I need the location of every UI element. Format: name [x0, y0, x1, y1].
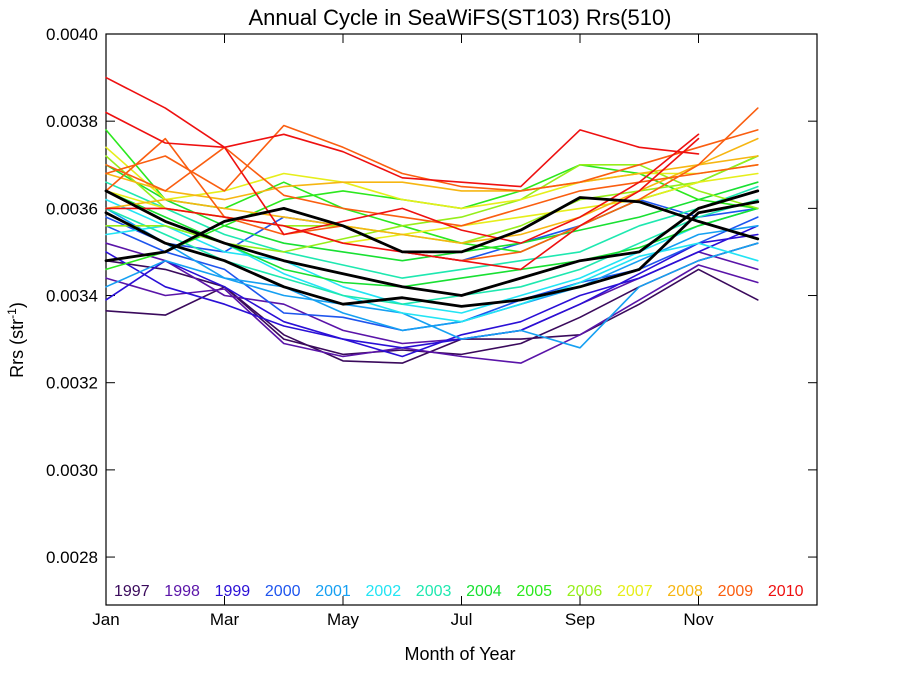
series-line — [105, 259, 759, 364]
y-tick-label: 0.0036 — [46, 199, 98, 218]
legend-entry: 2010 — [768, 583, 804, 600]
legend-entry: 2008 — [667, 583, 703, 600]
legend-entry: 2003 — [416, 583, 452, 600]
legend-entry: 1999 — [215, 583, 251, 600]
legend-entry: 1997 — [114, 583, 150, 600]
legend-entry: 2005 — [516, 583, 552, 600]
series-line — [105, 137, 759, 244]
x-tick-label: Sep — [565, 610, 595, 629]
series-line — [105, 225, 759, 358]
axis-ticks: 0.0028 0.0030 0.0032 0.0034 0.0036 0.0038 0.00… — [46, 25, 817, 629]
x-tick-label: Nov — [683, 610, 714, 629]
legend-entry: 2006 — [567, 583, 603, 600]
legend: 1997 1998 1999 2000 2001 2002 2003 2004 2005 2006… — [114, 583, 804, 600]
x-tick-label: Jul — [451, 610, 473, 629]
y-tick-label: 0.0034 — [46, 287, 98, 306]
legend-entry: 1998 — [164, 583, 200, 600]
legend-entry: 2007 — [617, 583, 653, 600]
series-line — [104, 200, 760, 308]
legend-entry: 2009 — [718, 583, 754, 600]
series-line — [105, 76, 700, 188]
x-tick-label: Jan — [92, 610, 119, 629]
series-line — [105, 233, 759, 349]
y-tick-label: 0.0028 — [46, 548, 98, 567]
y-tick-label: 0.0032 — [46, 374, 98, 393]
series-line — [105, 146, 759, 227]
y-tick-label: 0.0040 — [46, 25, 98, 44]
y-axis-title: Rrs (str-1) — [5, 302, 27, 378]
x-axis-title: Month of Year — [404, 644, 515, 664]
series-line — [105, 198, 759, 314]
legend-entry: 2001 — [315, 583, 351, 600]
series-line — [105, 207, 759, 332]
y-axis-title-close: ) — [7, 302, 27, 308]
series-line — [104, 196, 760, 263]
series-line — [105, 111, 700, 244]
series-line — [105, 155, 759, 201]
series-line — [104, 189, 760, 297]
chart-title: Annual Cycle in SeaWiFS(ST103) Rrs(510) — [248, 5, 671, 30]
y-axis-title-main: Rrs (str — [7, 319, 27, 378]
x-tick-label: Mar — [210, 610, 240, 629]
y-axis-title-superscript: -1 — [5, 308, 19, 319]
series-lines — [104, 76, 760, 364]
y-tick-label: 0.0030 — [46, 461, 98, 480]
legend-entry: 2000 — [265, 583, 301, 600]
legend-entry: 2002 — [366, 583, 402, 600]
legend-entry: 2004 — [466, 583, 502, 600]
x-tick-label: May — [327, 610, 360, 629]
y-tick-label: 0.0038 — [46, 112, 98, 131]
